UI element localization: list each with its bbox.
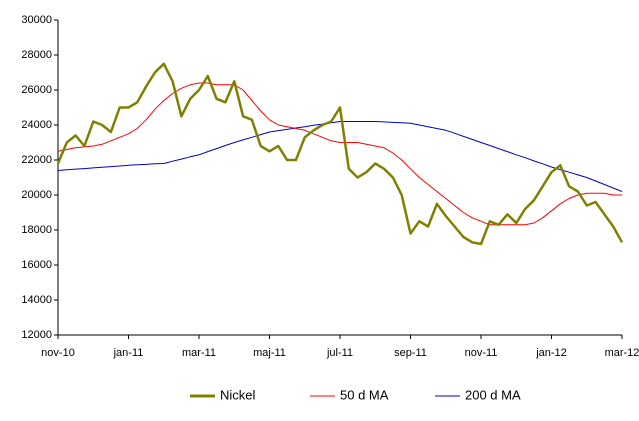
y-tick-label: 16000 <box>21 259 52 271</box>
y-tick-label: 28000 <box>21 49 52 61</box>
y-tick-label: 26000 <box>21 84 52 96</box>
y-tick-label: 22000 <box>21 154 52 166</box>
y-tick-label: 24000 <box>21 119 52 131</box>
series-line <box>57 121 623 192</box>
y-tick-label: 18000 <box>21 224 52 236</box>
legend-label: 200 d MA <box>465 387 521 402</box>
x-tick-label: mar-12 <box>605 347 639 359</box>
y-tick-label: 20000 <box>21 189 52 201</box>
y-tick-label: 12000 <box>21 329 52 341</box>
x-tick-label: jul-11 <box>326 347 353 359</box>
x-tick-label: jan-12 <box>535 347 567 359</box>
series-line <box>57 82 622 226</box>
x-tick-label: jan-11 <box>113 347 144 359</box>
y-tick-label: 30000 <box>21 14 52 26</box>
x-tick-label: nov-11 <box>465 347 498 359</box>
x-tick-label: maj-11 <box>253 347 286 359</box>
series-line <box>56 62 624 246</box>
x-tick-label: sep-11 <box>394 347 427 359</box>
legend-label: Nickel <box>220 387 256 402</box>
x-tick-label: mar-11 <box>182 347 216 359</box>
legend-label: 50 d MA <box>340 387 389 402</box>
x-tick-label: nov-10 <box>41 347 75 359</box>
y-tick-label: 14000 <box>21 294 52 306</box>
